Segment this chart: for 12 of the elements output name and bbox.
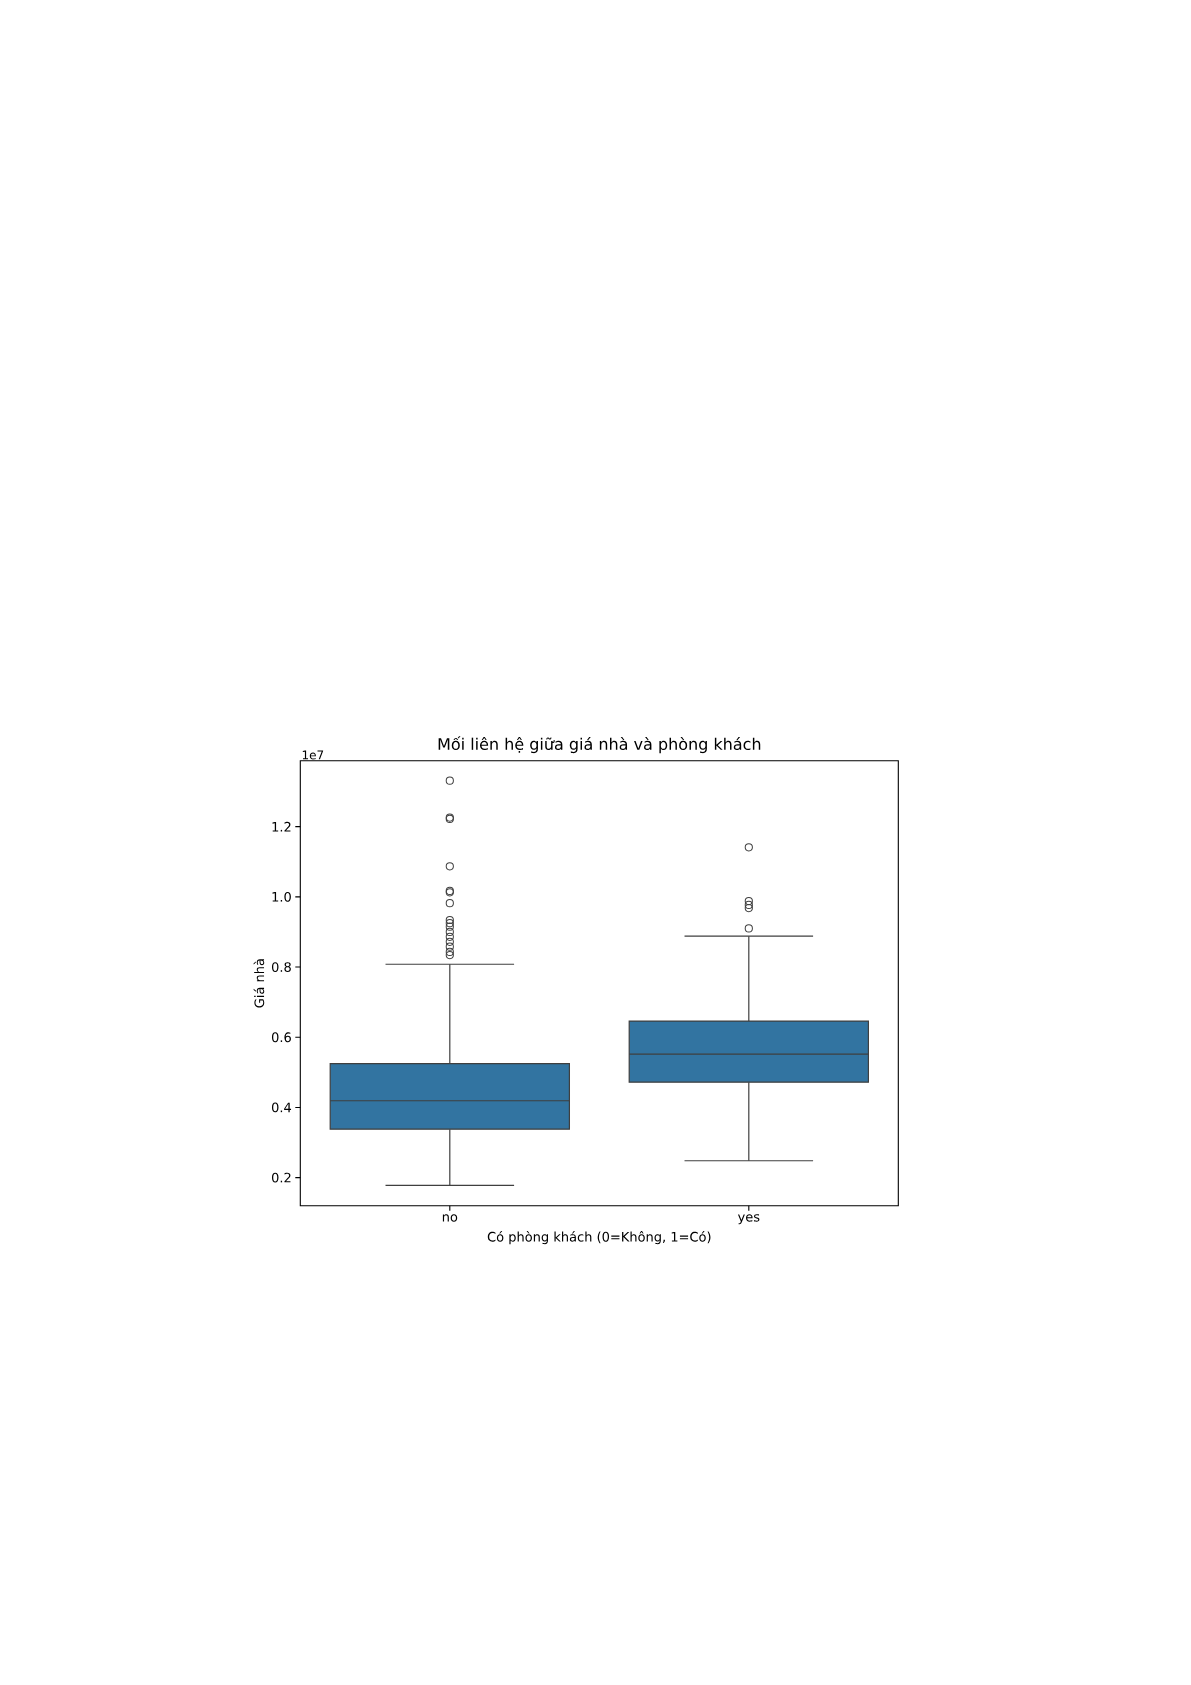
y-tick-label: 1.0 bbox=[272, 891, 291, 902]
x-axis-title: Có phòng khách (0=Không, 1=Có) bbox=[487, 1231, 711, 1245]
y-axis-title: Giá nhà bbox=[253, 959, 265, 1008]
y-tick-label: 0.4 bbox=[271, 1102, 292, 1113]
x-tick-label: no bbox=[442, 1214, 458, 1222]
chart-title: Mối liên hệ giữa giá nhà và phòng khách bbox=[438, 736, 761, 754]
y-tick-label: 0.2 bbox=[271, 1172, 291, 1183]
y-tick-label: 0.6 bbox=[271, 1032, 291, 1043]
y-tick-label: 1.2 bbox=[272, 821, 291, 832]
x-tick-label: yes bbox=[737, 1214, 760, 1225]
y-tick-label: 0.8 bbox=[271, 962, 291, 972]
text: 1e7 bbox=[302, 750, 324, 760]
